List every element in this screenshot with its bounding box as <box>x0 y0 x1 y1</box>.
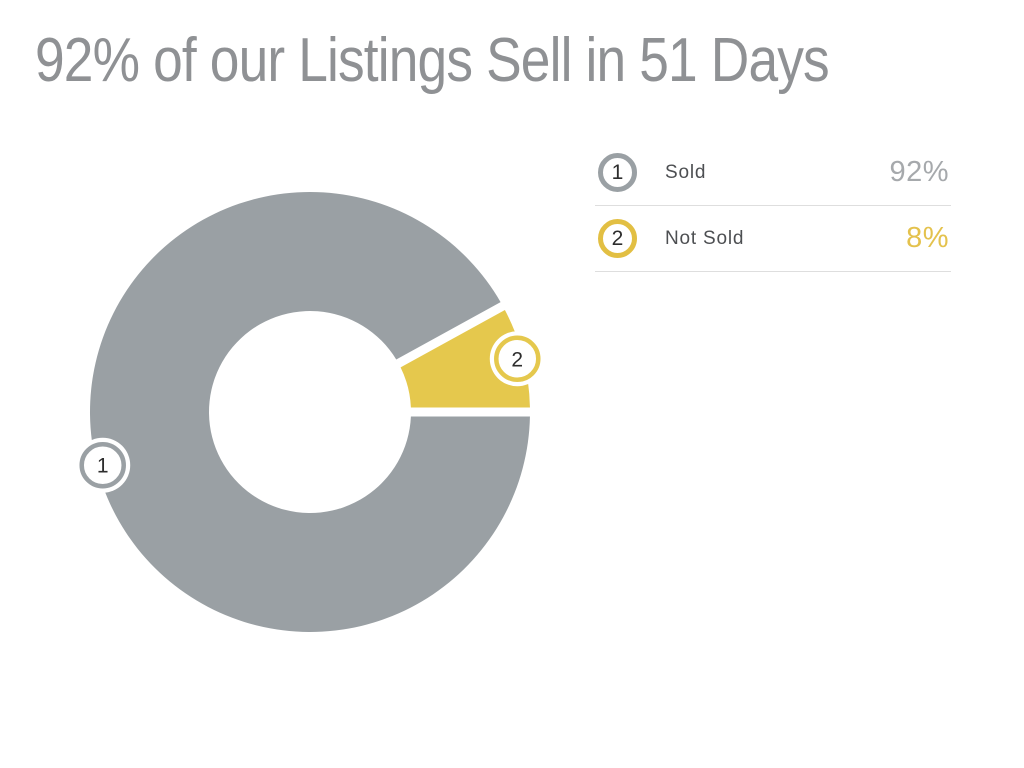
pie-slice-sold <box>89 191 530 632</box>
legend-label-not-sold: Not Sold <box>665 227 745 249</box>
page-title: 92% of our Listings Sell in 51 Days <box>35 26 830 95</box>
legend-row-not-sold: 2 Not Sold 8% <box>595 206 951 272</box>
legend-marker-2-number: 2 <box>611 227 624 250</box>
legend-marker-1-badge: 1 <box>598 153 637 192</box>
slice-marker-2: 2 <box>489 331 545 387</box>
legend-value-not-sold: 8% <box>906 222 949 254</box>
marker-ring <box>79 441 126 489</box>
legend-row-sold: 1 Sold 92% <box>595 140 951 206</box>
marker-number: 1 <box>97 455 109 478</box>
legend-marker-2-badge: 2 <box>598 219 637 258</box>
marker-ring <box>494 335 541 383</box>
donut-chart: 12 <box>75 191 545 632</box>
legend-value-sold: 92% <box>889 156 949 188</box>
pie-slice-not-sold <box>400 309 530 408</box>
slice-marker-1: 1 <box>75 437 131 493</box>
marker-number: 2 <box>511 348 523 371</box>
legend-marker-1-number: 1 <box>611 161 624 184</box>
legend-label-sold: Sold <box>665 161 707 183</box>
chart-legend: 1 Sold 92% 2 Not Sold 8% <box>595 140 951 272</box>
